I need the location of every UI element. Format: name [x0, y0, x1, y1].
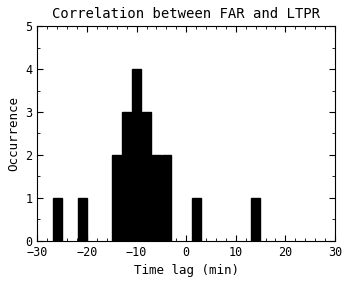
Bar — [53, 198, 62, 241]
Bar — [251, 198, 260, 241]
Bar — [132, 69, 141, 241]
Bar — [122, 112, 131, 241]
Bar — [192, 198, 201, 241]
Y-axis label: Occurrence: Occurrence — [7, 96, 20, 171]
Bar — [77, 198, 87, 241]
Title: Correlation between FAR and LTPR: Correlation between FAR and LTPR — [52, 7, 320, 21]
Bar — [142, 112, 151, 241]
Bar — [112, 155, 121, 241]
X-axis label: Time lag (min): Time lag (min) — [134, 264, 239, 277]
Bar — [162, 155, 171, 241]
Bar — [152, 155, 161, 241]
